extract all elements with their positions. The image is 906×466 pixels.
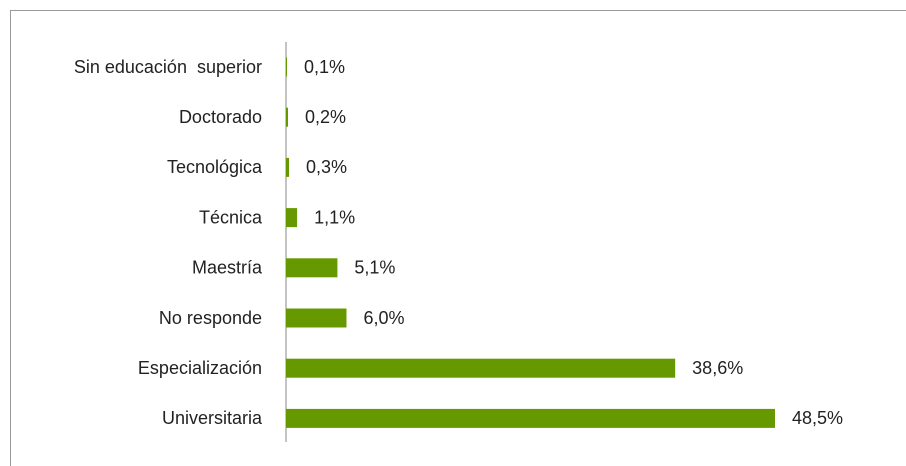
bar xyxy=(286,57,288,77)
bar xyxy=(286,358,676,378)
category-label: Doctorado xyxy=(179,107,262,127)
chart-frame xyxy=(10,10,906,466)
category-label: No responde xyxy=(159,308,262,328)
bar xyxy=(286,157,290,177)
category-label: Técnica xyxy=(199,207,263,227)
category-label: Maestría xyxy=(192,258,263,278)
category-label: Especialización xyxy=(138,358,262,378)
bar xyxy=(286,258,338,278)
value-label: 5,1% xyxy=(354,258,395,278)
value-label: 1,1% xyxy=(314,207,355,227)
value-label: 38,6% xyxy=(692,358,743,378)
category-label: Universitaria xyxy=(162,408,263,428)
value-label: 0,3% xyxy=(306,157,347,177)
category-label: Sin educación superior xyxy=(74,57,262,77)
value-label: 0,2% xyxy=(305,107,346,127)
category-label: Tecnológica xyxy=(167,157,263,177)
bar xyxy=(286,408,775,428)
value-label: 0,1% xyxy=(304,57,345,77)
bar xyxy=(286,208,298,228)
bar xyxy=(286,308,347,328)
bar xyxy=(286,107,289,127)
value-label: 48,5% xyxy=(792,408,843,428)
value-label: 6,0% xyxy=(363,308,404,328)
